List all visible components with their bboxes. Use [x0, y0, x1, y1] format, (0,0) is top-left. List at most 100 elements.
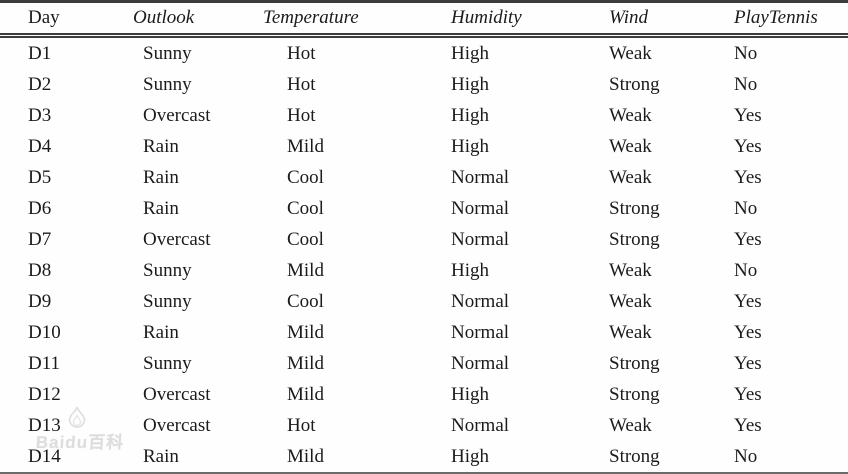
cell-temperature: Mild — [287, 259, 324, 281]
cell-wind: Strong — [609, 445, 660, 467]
table-row: D1 Sunny Hot High Weak No — [0, 36, 848, 70]
cell-outlook: Overcast — [143, 383, 211, 405]
table-row: D9 Sunny Cool Normal Weak Yes — [0, 286, 848, 317]
cell-humidity: High — [451, 135, 489, 157]
cell-outlook: Overcast — [143, 414, 211, 436]
cell-day: D10 — [28, 321, 61, 343]
cell-wind: Strong — [609, 228, 660, 250]
cell-humidity: Normal — [451, 197, 510, 219]
cell-humidity: High — [451, 73, 489, 95]
cell-temperature: Cool — [287, 197, 324, 219]
table-row: D14 Rain Mild High Strong No — [0, 441, 848, 473]
cell-outlook: Rain — [143, 197, 179, 219]
cell-wind: Strong — [609, 383, 660, 405]
column-header-wind: Wind — [609, 1, 734, 38]
cell-day: D2 — [28, 73, 52, 95]
table-header: Day Outlook Temperature Humidity Wind Pl… — [0, 1, 848, 38]
cell-day: D14 — [28, 445, 61, 467]
cell-humidity: Normal — [451, 290, 510, 312]
cell-humidity: Normal — [451, 414, 510, 436]
cell-wind: Weak — [609, 42, 652, 64]
column-header-day: Day — [0, 1, 133, 38]
column-header-temperature: Temperature — [263, 1, 451, 38]
cell-temperature: Hot — [287, 414, 316, 436]
cell-playtennis: No — [734, 197, 758, 219]
table-row: D2 Sunny Hot High Strong No — [0, 69, 848, 100]
cell-playtennis: Yes — [734, 414, 762, 436]
cell-temperature: Mild — [287, 383, 324, 405]
cell-playtennis: Yes — [734, 166, 762, 188]
cell-humidity: High — [451, 383, 489, 405]
cell-day: D6 — [28, 197, 52, 219]
cell-wind: Weak — [609, 321, 652, 343]
cell-day: D12 — [28, 383, 61, 405]
cell-day: D1 — [28, 42, 52, 64]
cell-temperature: Hot — [287, 42, 316, 64]
table-row: D6 Rain Cool Normal Strong No — [0, 193, 848, 224]
cell-playtennis: Yes — [734, 321, 762, 343]
cell-temperature: Cool — [287, 166, 324, 188]
cell-playtennis: Yes — [734, 290, 762, 312]
table-row: D8 Sunny Mild High Weak No — [0, 255, 848, 286]
table-row: D7 Overcast Cool Normal Strong Yes — [0, 224, 848, 255]
cell-outlook: Sunny — [143, 290, 192, 312]
cell-outlook: Sunny — [143, 42, 192, 64]
table-row: D11 Sunny Mild Normal Strong Yes — [0, 348, 848, 379]
cell-outlook: Sunny — [143, 259, 192, 281]
cell-outlook: Sunny — [143, 73, 192, 95]
cell-day: D4 — [28, 135, 52, 157]
table-row: D13 Overcast Hot Normal Weak Yes — [0, 410, 848, 441]
table-row: D4 Rain Mild High Weak Yes — [0, 131, 848, 162]
cell-playtennis: Yes — [734, 383, 762, 405]
cell-humidity: Normal — [451, 166, 510, 188]
cell-playtennis: Yes — [734, 104, 762, 126]
cell-outlook: Overcast — [143, 228, 211, 250]
cell-day: D11 — [28, 352, 61, 374]
cell-day: D7 — [28, 228, 52, 250]
cell-outlook: Rain — [143, 166, 179, 188]
column-header-playtennis: PlayTennis — [734, 1, 848, 38]
table-row: D12 Overcast Mild High Strong Yes — [0, 379, 848, 410]
cell-outlook: Sunny — [143, 352, 192, 374]
cell-day: D5 — [28, 166, 52, 188]
cell-temperature: Hot — [287, 104, 316, 126]
table-row: D5 Rain Cool Normal Weak Yes — [0, 162, 848, 193]
cell-wind: Weak — [609, 104, 652, 126]
cell-day: D8 — [28, 259, 52, 281]
cell-playtennis: Yes — [734, 352, 762, 374]
cell-humidity: High — [451, 259, 489, 281]
cell-wind: Weak — [609, 414, 652, 436]
cell-humidity: Normal — [451, 228, 510, 250]
cell-temperature: Mild — [287, 135, 324, 157]
cell-wind: Weak — [609, 259, 652, 281]
cell-day: D3 — [28, 104, 52, 126]
cell-temperature: Cool — [287, 290, 324, 312]
table-row: D10 Rain Mild Normal Weak Yes — [0, 317, 848, 348]
cell-humidity: Normal — [451, 352, 510, 374]
table-body: D1 Sunny Hot High Weak No D2 Sunny Hot H… — [0, 36, 848, 474]
cell-wind: Strong — [609, 73, 660, 95]
cell-wind: Weak — [609, 290, 652, 312]
cell-humidity: High — [451, 445, 489, 467]
cell-outlook: Rain — [143, 321, 179, 343]
cell-wind: Weak — [609, 166, 652, 188]
cell-day: D9 — [28, 290, 52, 312]
cell-wind: Strong — [609, 352, 660, 374]
cell-playtennis: No — [734, 445, 758, 467]
cell-playtennis: No — [734, 42, 758, 64]
cell-temperature: Cool — [287, 228, 324, 250]
cell-temperature: Mild — [287, 321, 324, 343]
cell-outlook: Overcast — [143, 104, 211, 126]
cell-humidity: Normal — [451, 321, 510, 343]
cell-playtennis: Yes — [734, 135, 762, 157]
table-row: D3 Overcast Hot High Weak Yes — [0, 100, 848, 131]
cell-outlook: Rain — [143, 135, 179, 157]
cell-temperature: Mild — [287, 445, 324, 467]
cell-humidity: High — [451, 104, 489, 126]
header-row: Day Outlook Temperature Humidity Wind Pl… — [0, 1, 848, 38]
cell-temperature: Mild — [287, 352, 324, 374]
column-header-outlook: Outlook — [133, 1, 263, 38]
cell-outlook: Rain — [143, 445, 179, 467]
cell-wind: Strong — [609, 197, 660, 219]
